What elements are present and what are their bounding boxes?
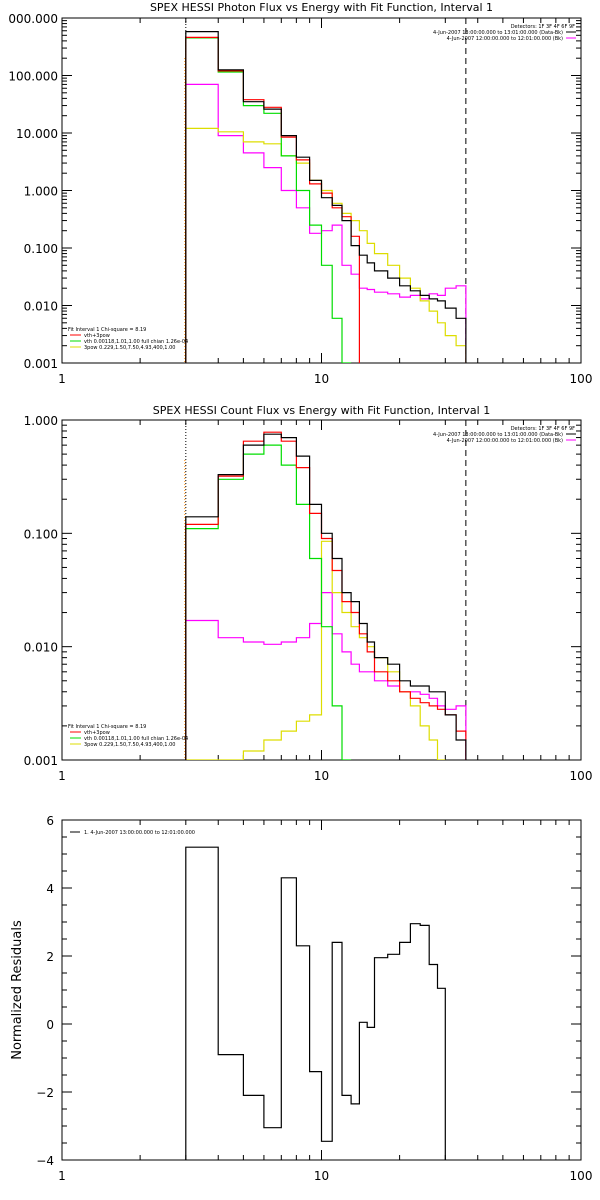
chart-3-legend-entry: 1. 4-Jun-2007 13:00:00.000 to 12:01:00.0… [84, 830, 195, 836]
chart-2-series-background [185, 592, 467, 760]
chart-1-legend-entry: Detectors: 1F 3F 4F 6F 9F [511, 24, 575, 30]
chart-1-y-tick-label: 100.000 [8, 70, 58, 84]
chart-1-legend-entry: vth 0.00118,1.01,1.00 full chian 1.26e-0… [84, 339, 188, 345]
chart-2-legend-entry: vth 0.00118,1.01,1.00 full chian 1.26e-0… [84, 736, 188, 742]
chart-3-series-data [185, 846, 446, 1160]
chart-2-y-tick-label: 0.100 [24, 527, 58, 541]
chart-1-x-tick-label: 100 [570, 372, 593, 386]
chart-3-x-tick-label: 10 [314, 1169, 329, 1183]
chart-3-x-tick-label: 1 [58, 1169, 66, 1183]
chart-2-y-tick-label: 0.001 [24, 754, 58, 768]
chart-2-series-nonthermal [185, 540, 446, 760]
chart-2-x-tick-label: 1 [58, 769, 66, 783]
chart-2-title: SPEX HESSI Count Flux vs Energy with Fit… [153, 404, 490, 417]
chart-1-series-thermal [185, 37, 352, 363]
chart-2-legend-entry: 4-Jun-2007 13:00:00.000 to 13:01:00.000 … [433, 432, 563, 438]
chart-2-series-total [185, 431, 467, 760]
chart-1-legend-entry: vth+3pow [84, 333, 110, 339]
chart-1-series-data [185, 31, 467, 363]
chart-3-y-tick-label: 6 [46, 814, 54, 828]
chart-1-y-tick-label: 10.000 [16, 127, 58, 141]
chart-1-series-nonthermal [185, 127, 467, 363]
chart-1-legend-entry: 4-Jun-2007 13:00:00.000 to 13:01:00.000 … [433, 30, 563, 36]
chart-1-y-tick-label: 0.001 [24, 357, 58, 371]
chart-1-title: SPEX HESSI Photon Flux vs Energy with Fi… [150, 1, 493, 14]
chart-2-y-tick-label: 1.000 [24, 414, 58, 428]
chart-2-legend-entry: Detectors: 1F 3F 4F 6F 9F [511, 426, 575, 432]
chart-1-legend-entry: Fit Interval 1 Chi-square = 8.19 [68, 327, 146, 333]
chart-2-legend-entry: vth+3pow [84, 730, 110, 736]
chart-2-legend-entry: Fit Interval 1 Chi-square = 8.19 [68, 724, 146, 730]
chart-2-legend-entry: 3pow 0.229,1.50,7.50,4.93,400,1.00 [84, 742, 175, 748]
chart-2-x-tick-label: 100 [570, 769, 593, 783]
chart-3-y-axis-label: Normalized Residuals [10, 920, 25, 1060]
chart-1-series-total [185, 36, 360, 363]
chart-2-x-tick-label: 10 [314, 769, 329, 783]
chart-1-series-background [185, 83, 467, 363]
chart-3-y-tick-label: 0 [46, 1018, 54, 1032]
chart-1-y-tick-label: 000.000 [8, 12, 58, 26]
chart-1-x-tick-label: 10 [314, 372, 329, 386]
chart-3-y-tick-label: 4 [46, 882, 54, 896]
chart-1-x-tick-label: 1 [58, 372, 66, 386]
chart-1-legend-entry: 3pow 0.229,1.50,7.50,4.93,400,1.00 [84, 345, 175, 351]
chart-3-x-tick-label: 100 [570, 1169, 593, 1183]
chart-2-series-data [185, 433, 467, 760]
chart-3-y-tick-label: −2 [36, 1086, 54, 1100]
chart-2-legend-entry: 4-Jun-2007 12:00:00.000 to 12:01:00.000 … [447, 438, 563, 444]
chart-2-y-tick-label: 0.010 [24, 641, 58, 655]
chart-1-y-tick-label: 1.000 [24, 185, 58, 199]
chart-1-y-tick-label: 0.100 [24, 242, 58, 256]
chart-1-legend-entry: 4-Jun-2007 12:00:00.000 to 12:01:00.000 … [447, 36, 563, 42]
chart-3-y-tick-label: −4 [36, 1154, 54, 1168]
chart-1-y-tick-label: 0.010 [24, 300, 58, 314]
chart-3-y-tick-label: 2 [46, 950, 54, 964]
chart-2-series-thermal [185, 444, 352, 760]
